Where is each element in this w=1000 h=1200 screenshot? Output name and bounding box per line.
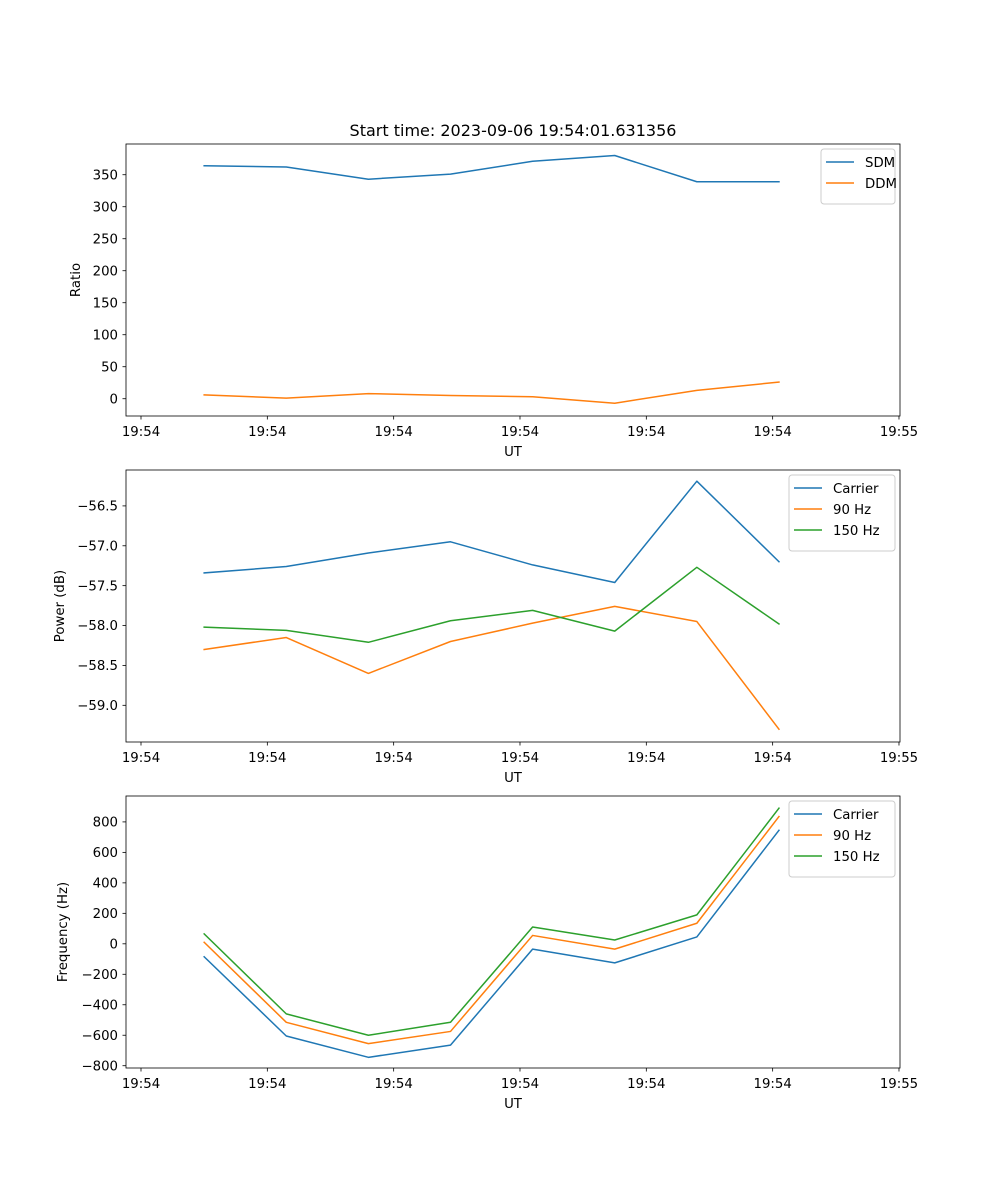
x-tick-label: 19:55: [880, 425, 918, 440]
axes-frame: [125, 795, 901, 1069]
y-tick-label: −57.5: [77, 579, 118, 594]
x-tick-label: 19:54: [753, 1077, 791, 1092]
y-axis-label: Frequency (Hz): [56, 882, 71, 982]
legend: Carrier 90 Hz 150 Hz: [788, 800, 896, 878]
x-tick-label: 19:55: [880, 751, 918, 766]
y-tick-label: −600: [81, 1029, 118, 1044]
series-line-90-hz: [203, 605, 781, 731]
x-axis-label: UT: [504, 445, 523, 460]
y-tick-label: 250: [93, 232, 118, 247]
y-tick-label: 200: [93, 907, 118, 922]
y-tick-label: 800: [93, 816, 118, 831]
x-tick-label: 19:54: [374, 751, 412, 766]
y-tick-label: −59.0: [77, 699, 118, 714]
x-tick-label: 19:54: [627, 425, 665, 440]
x-tick-label: 19:54: [501, 751, 539, 766]
series-line-sdm: [203, 154, 780, 183]
x-tick-label: 19:54: [122, 1077, 160, 1092]
panel-power: UT Power (dB) 19:54 19:54 19:54 19:54 19:54 1…: [53, 469, 918, 786]
series-line-ddm: [203, 381, 780, 404]
y-axis-label: Ratio: [69, 263, 84, 297]
y-tick-label: 400: [93, 876, 118, 891]
legend-label: Carrier: [833, 808, 879, 823]
y-tick-label: 150: [93, 296, 118, 311]
x-tick-label: 19:54: [627, 1077, 665, 1092]
x-tick-label: 19:54: [248, 1077, 286, 1092]
x-tick-label: 19:54: [122, 425, 160, 440]
legend: SDM DDM: [820, 148, 897, 205]
series-line-150-hz: [203, 807, 781, 1036]
x-tick-label: 19:54: [248, 425, 286, 440]
y-tick-label: 300: [93, 200, 118, 215]
x-tick-label: 19:54: [501, 1077, 539, 1092]
y-tick-label: −400: [81, 998, 118, 1013]
series-line-150-hz: [203, 566, 781, 644]
legend-box: [788, 474, 896, 552]
x-tick-label: 19:54: [501, 425, 539, 440]
x-tick-label: 19:54: [374, 425, 412, 440]
x-tick-label: 19:54: [753, 425, 791, 440]
y-tick-label: 350: [93, 168, 118, 183]
x-tick-label: 19:54: [627, 751, 665, 766]
y-axis-label: Power (dB): [53, 570, 68, 642]
x-tick-label: 19:54: [122, 751, 160, 766]
legend-label: Carrier: [833, 482, 879, 497]
x-tick-label: 19:54: [248, 751, 286, 766]
legend-label: 150 Hz: [833, 524, 880, 539]
y-tick-label: 200: [93, 264, 118, 279]
panel-ratio: Start time: 2023-09-06 19:54:01.631356 U…: [69, 121, 918, 460]
panel-frequency: UT Frequency (Hz) 19:54 19:54 19:54 19:54 19…: [56, 795, 918, 1112]
y-tick-label: −200: [81, 968, 118, 983]
y-tick-label: 0: [110, 937, 118, 952]
legend-label: SDM: [865, 156, 895, 171]
series-line-90-hz: [203, 815, 781, 1045]
chart-title: Start time: 2023-09-06 19:54:01.631356: [350, 121, 677, 140]
y-tick-label: −56.5: [77, 499, 118, 514]
y-tick-label: −58.5: [77, 659, 118, 674]
x-axis-label: UT: [504, 771, 523, 786]
legend: Carrier 90 Hz 150 Hz: [788, 474, 896, 552]
axes-frame: [125, 143, 901, 417]
series-line-carrier: [203, 829, 781, 1059]
axes-frame: [125, 469, 901, 743]
y-tick-label: −57.0: [77, 539, 118, 554]
y-tick-label: −800: [81, 1059, 118, 1074]
x-tick-label: 19:55: [880, 1077, 918, 1092]
legend-label: DDM: [865, 177, 897, 192]
y-tick-label: 0: [110, 392, 118, 407]
y-tick-label: −58.0: [77, 619, 118, 634]
y-tick-label: 100: [93, 328, 118, 343]
legend-label: 90 Hz: [833, 503, 871, 518]
series-line-carrier: [203, 480, 781, 584]
legend-label: 90 Hz: [833, 829, 871, 844]
x-axis-label: UT: [504, 1097, 523, 1112]
x-tick-label: 19:54: [753, 751, 791, 766]
legend-label: 150 Hz: [833, 850, 880, 865]
x-tick-label: 19:54: [374, 1077, 412, 1092]
y-tick-label: 600: [93, 846, 118, 861]
legend-box: [788, 800, 896, 878]
y-tick-label: 50: [101, 360, 118, 375]
